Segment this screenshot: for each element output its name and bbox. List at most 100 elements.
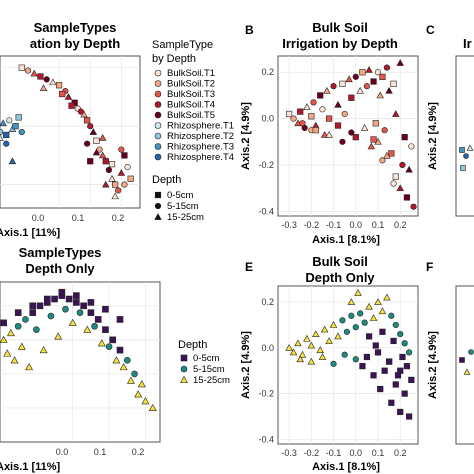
panel-b-point (396, 59, 404, 66)
legend-sampletype-title-line2: by Depth (152, 53, 196, 65)
panel-e-point (366, 333, 373, 340)
panel-a-point (105, 166, 112, 174)
panel-b-point (367, 142, 376, 150)
panel-e-point (357, 310, 364, 317)
panel-b-point (303, 103, 311, 110)
panel-e-point (298, 350, 307, 358)
panel-b-point (392, 173, 399, 180)
panel-a-point (43, 76, 50, 83)
legend-sampletype-swatch (154, 101, 162, 108)
legend-depth-color-swatch (180, 354, 188, 362)
panel-b-point (396, 184, 404, 192)
panel-b-ytick: 0.2 (261, 67, 274, 77)
panel-e-point (408, 376, 415, 383)
panel-e-point (339, 317, 346, 324)
panel-b-ytick: -0.2 (258, 160, 274, 170)
panel-a-point (0, 119, 7, 127)
panel-b-point (341, 110, 348, 118)
panel-d-point (0, 319, 7, 327)
panel-b-point (290, 115, 297, 122)
legend-sampletype-title-line1: SampleType (152, 39, 213, 51)
panel-a-xtick-2: 0.2 (112, 213, 125, 223)
panel-a-point (3, 131, 10, 139)
panel-e-ytick: 0.2 (261, 297, 274, 307)
panel-b-point (334, 100, 342, 108)
panel-d-point (87, 309, 95, 316)
panel-a-point (8, 157, 17, 165)
panel-c-points (459, 144, 474, 171)
panel-a-point (89, 128, 98, 135)
legend-sampletype-swatch (154, 80, 162, 87)
panel-a-point (111, 192, 119, 200)
panel-d-point (62, 305, 69, 313)
panel-b-ticks: -0.3 -0.2 -0.1 0.0 0.1 0.2 0.2 0.0 -0.2 -0.4 (258, 67, 406, 230)
panel-e-point (399, 353, 406, 361)
panel-e: E Bulk Soil Depth Only -0.3 -0.2 -0.1 0.0 0.… (240, 254, 419, 473)
legend-depth-shape-swatch (154, 202, 162, 210)
panel-d-point (25, 363, 34, 371)
panel-a-point (84, 140, 91, 147)
panel-e-point (307, 341, 316, 349)
panel-b-point (320, 131, 329, 138)
panel-e-point (392, 381, 399, 388)
panel-b-title-line1: Bulk Soil (312, 20, 368, 35)
panel-e-point (374, 349, 382, 356)
panel-a-point (77, 108, 84, 115)
panel-b-point (410, 203, 417, 210)
panel-b-point (310, 99, 317, 106)
panel-a-point (108, 174, 116, 182)
legend-sampletype-items: BulkSoil.T1BulkSoil.T2BulkSoil.T3BulkSoi… (154, 68, 234, 163)
panel-e-point (320, 325, 329, 333)
panel-e-point (303, 334, 311, 342)
legend-sampletype-label: Rhizosphere.T2 (167, 131, 234, 142)
legend-depth-shape-label: 15-25cm (167, 212, 204, 223)
panel-e-point (377, 385, 384, 393)
panel-b-point (323, 86, 331, 94)
panel-b-xlabel: Axis.1 [8.1%] (312, 234, 380, 246)
panel-d-point (148, 403, 157, 412)
panel-d-point (119, 363, 128, 371)
legend-sampletype-swatch (154, 143, 162, 150)
panel-b-point (317, 92, 324, 99)
panel-b-xtick: -0.1 (326, 220, 342, 230)
panel-b-point (383, 151, 391, 159)
panel-d-point (6, 328, 15, 337)
panel-e-gridlines (278, 286, 418, 444)
panel-d-point (134, 390, 143, 398)
panel-a-point (112, 181, 119, 188)
panel-a-xtick-1: 0.1 (72, 213, 85, 223)
panel-b-ytick: 0.0 (261, 114, 274, 124)
panel-e-point (403, 363, 410, 370)
panel-f-plot-area (455, 285, 474, 445)
panel-d-points (0, 288, 157, 412)
panel-e-xtick: -0.1 (326, 448, 342, 458)
panel-c-letter: C (426, 23, 435, 37)
panel-e-xlabel: Axis.1 [8.1%] (312, 461, 380, 473)
panel-a-point (102, 158, 109, 165)
panel-d-point (33, 326, 40, 333)
panel-e-point (381, 367, 388, 374)
panel-a-point (18, 128, 25, 136)
panel-d-point (123, 356, 131, 364)
panel-b-point (392, 110, 400, 117)
panel-e-ytick: -0.2 (258, 389, 274, 399)
panel-a-point (0, 134, 4, 141)
panel-b-point (297, 108, 304, 115)
panel-e-point (343, 328, 350, 335)
panel-e-xtick: 0.0 (350, 448, 363, 458)
legend-sampletype-label: Rhizosphere.T1 (167, 121, 234, 132)
panel-e-plot-area (277, 285, 419, 445)
panel-e-xtick: -0.3 (281, 448, 297, 458)
panel-b-point (385, 86, 393, 94)
panel-d-point (97, 339, 106, 347)
panel-a-point (3, 140, 10, 147)
panel-e-title-line2: Depth Only (305, 270, 375, 285)
panel-e-points (285, 289, 415, 420)
panel-e-point (361, 319, 368, 326)
panel-c-title-fragment: Ir (463, 36, 472, 51)
panel-e-point (370, 372, 377, 379)
panel-b-point (312, 127, 319, 134)
panel-a-point (98, 134, 107, 141)
